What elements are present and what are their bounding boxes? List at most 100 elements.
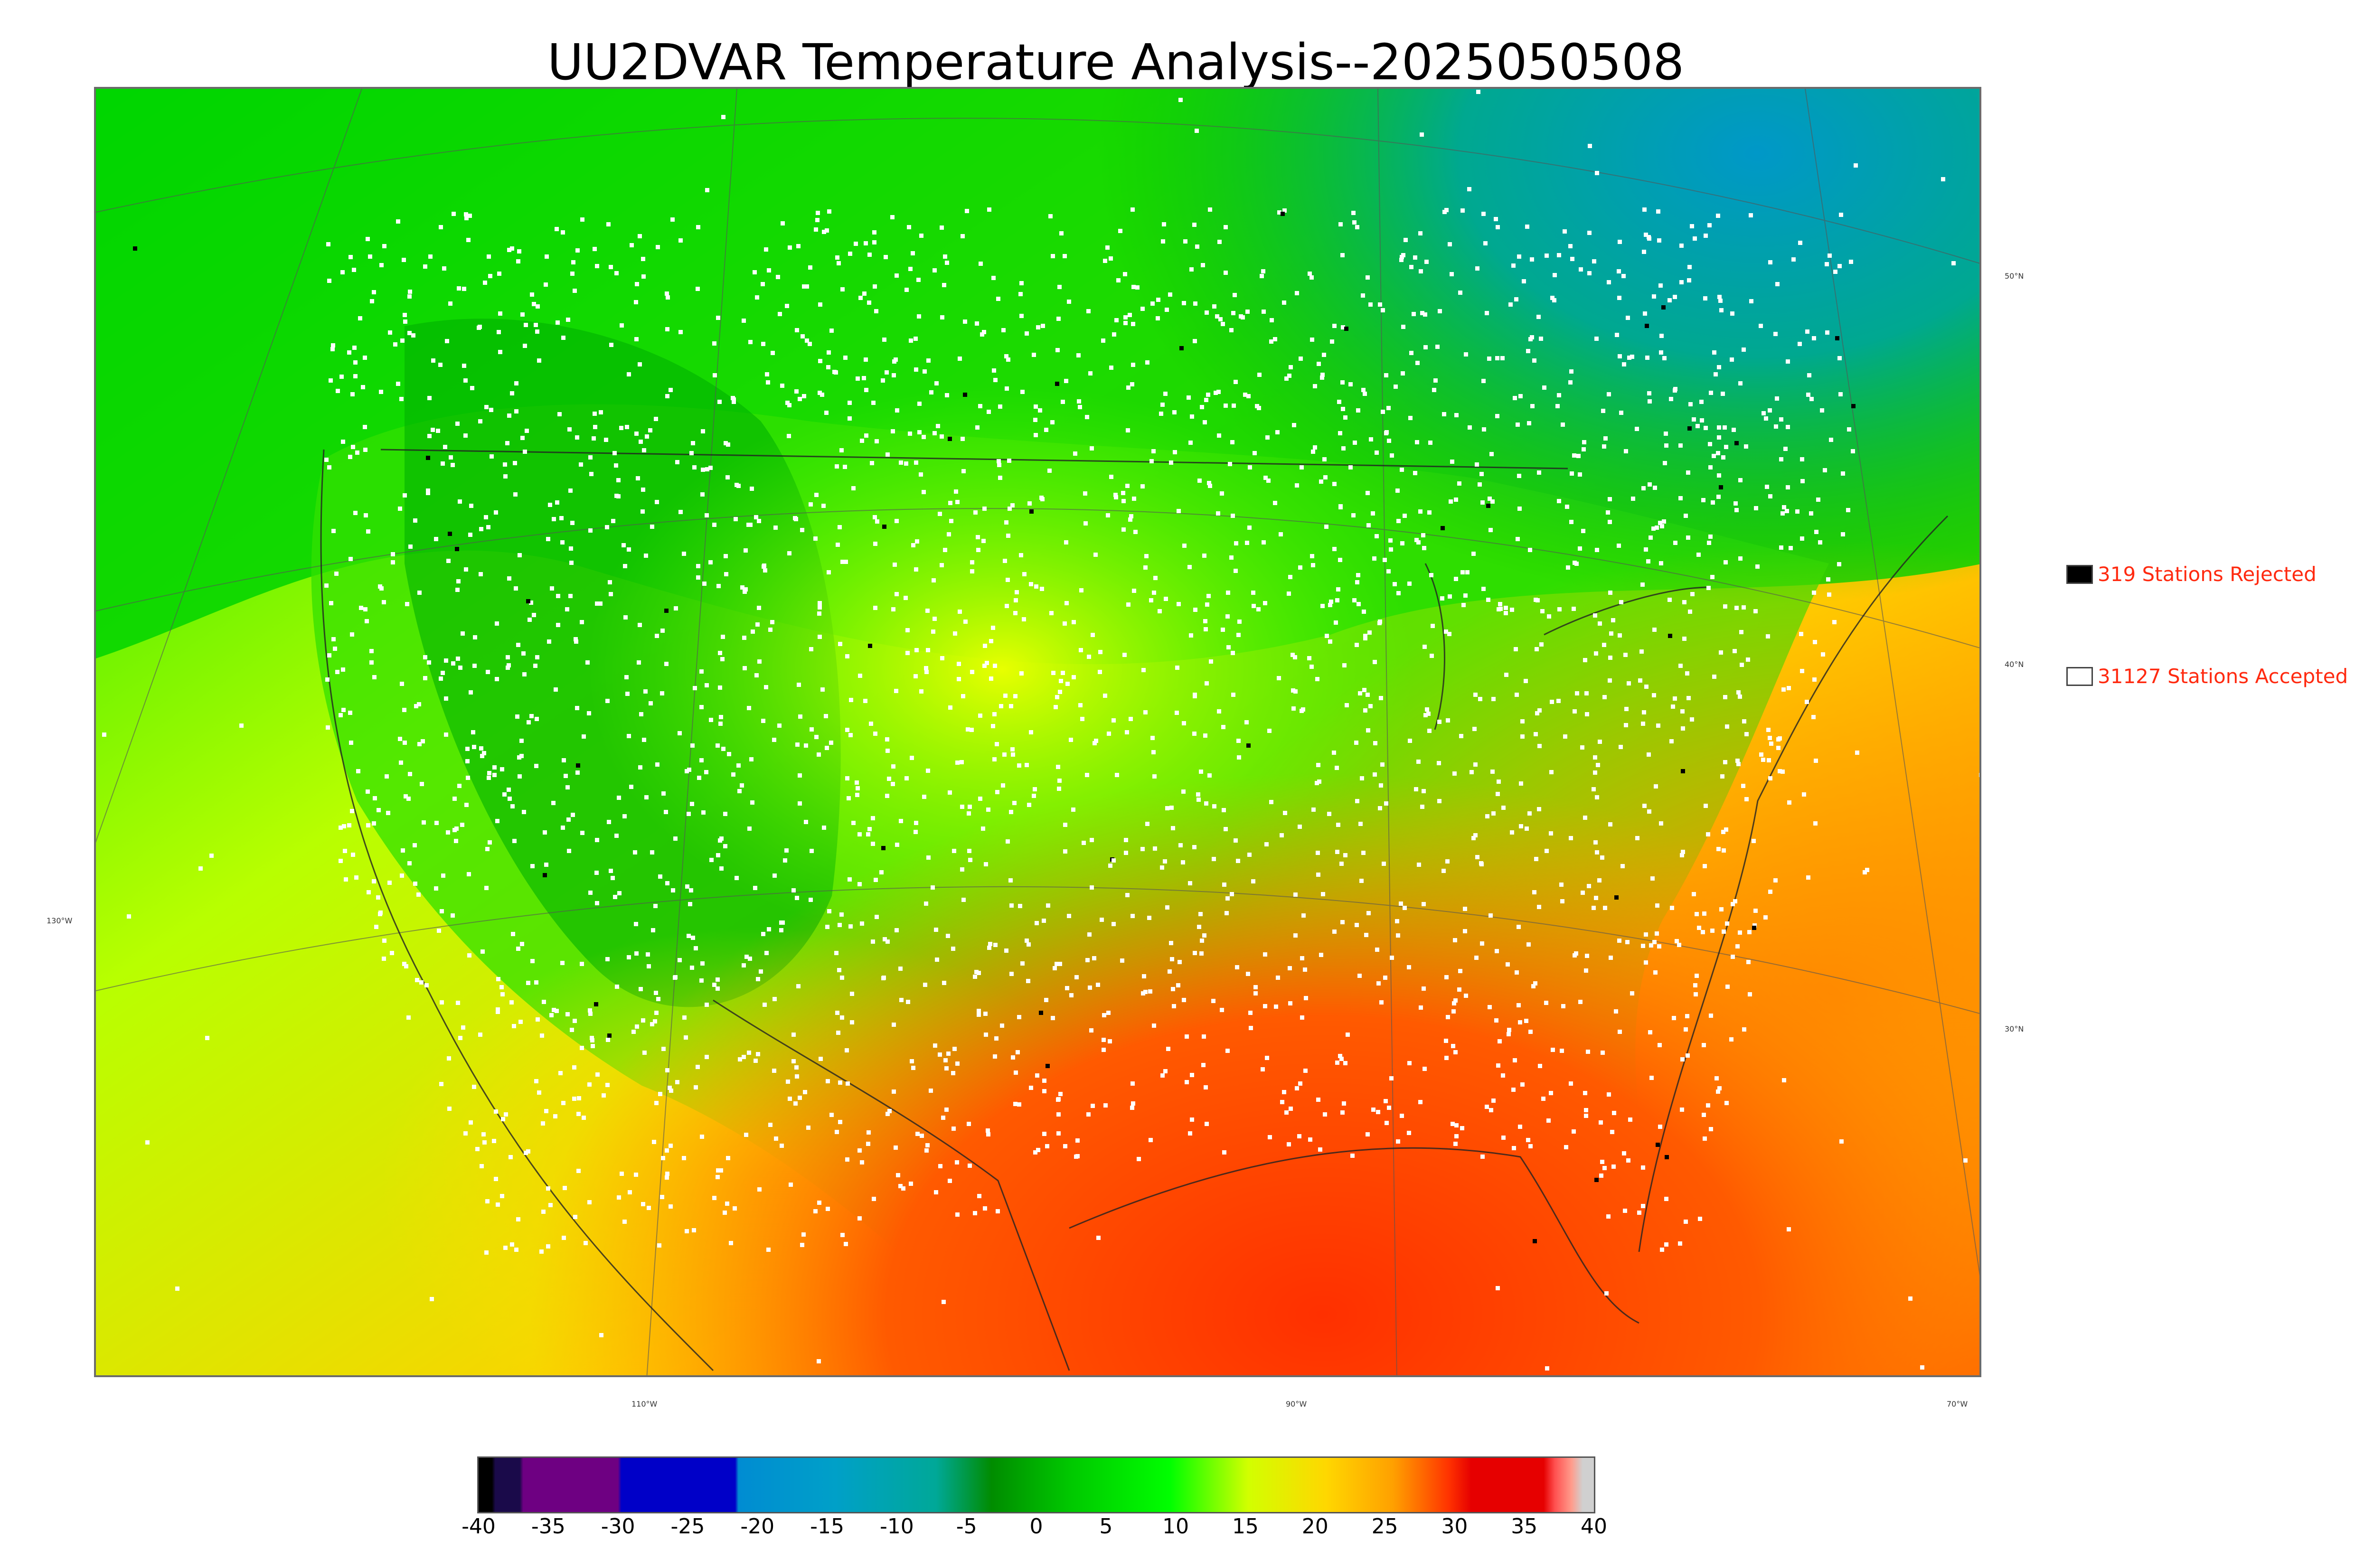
station-accepted-marker: [1121, 527, 1126, 532]
station-accepted-marker: [665, 1068, 669, 1072]
station-accepted-marker: [1580, 745, 1584, 750]
station-accepted-marker: [1269, 339, 1273, 344]
station-accepted-marker: [1812, 336, 1816, 340]
station-accepted-marker: [1348, 382, 1353, 386]
station-accepted-marker: [1515, 693, 1519, 697]
station-accepted-marker: [1358, 691, 1362, 695]
station-accepted-marker: [335, 670, 339, 674]
station-accepted-marker: [439, 225, 443, 229]
station-accepted-marker: [1773, 878, 1778, 883]
station-accepted-marker: [753, 886, 757, 890]
station-accepted-marker: [520, 436, 525, 440]
station-accepted-marker: [789, 1183, 793, 1187]
station-accepted-marker: [809, 898, 813, 902]
station-accepted-marker: [767, 268, 771, 272]
station-accepted-marker: [1300, 956, 1304, 960]
station-accepted-marker: [1087, 932, 1092, 937]
station-accepted-marker: [1693, 983, 1697, 987]
station-accepted-marker: [1725, 985, 1730, 989]
station-accepted-marker: [356, 769, 360, 773]
station-accepted-marker: [447, 1107, 452, 1111]
station-accepted-marker: [1593, 755, 1597, 760]
station-accepted-marker: [1225, 614, 1230, 619]
station-accepted-marker: [1143, 990, 1148, 994]
station-accepted-marker: [761, 932, 765, 936]
station-accepted-marker: [926, 855, 931, 860]
station-accepted-marker: [1504, 611, 1508, 615]
station-rejected-marker: [882, 525, 886, 529]
station-accepted-marker: [1378, 302, 1382, 307]
station-accepted-marker: [1646, 559, 1650, 563]
station-rejected-marker: [1055, 382, 1059, 386]
station-accepted-marker: [358, 316, 362, 320]
station-accepted-marker: [701, 810, 706, 815]
station-accepted-marker: [588, 891, 593, 895]
station-accepted-marker: [1151, 750, 1156, 754]
temperature-map[interactable]: [94, 87, 1981, 1377]
station-accepted-marker: [982, 330, 986, 334]
station-accepted-marker: [1518, 394, 1523, 398]
station-accepted-marker: [1200, 405, 1204, 409]
station-accepted-marker: [671, 888, 675, 892]
station-accepted-marker: [1570, 257, 1574, 261]
station-accepted-marker: [948, 705, 952, 710]
station-accepted-marker: [570, 521, 575, 525]
station-rejected-marker: [1661, 305, 1666, 310]
station-accepted-marker: [1408, 739, 1412, 743]
station-accepted-marker: [1399, 258, 1404, 262]
station-accepted-marker: [605, 957, 610, 961]
station-accepted-marker: [919, 234, 923, 238]
station-accepted-marker: [1755, 564, 1760, 569]
station-accepted-marker: [1717, 295, 1722, 299]
station-accepted-marker: [1530, 257, 1534, 262]
station-accepted-marker: [1109, 366, 1113, 370]
station-accepted-marker: [1096, 1236, 1101, 1240]
station-accepted-marker: [614, 271, 619, 275]
station-accepted-marker: [1056, 1131, 1061, 1136]
station-accepted-marker: [1276, 976, 1280, 980]
station-accepted-marker: [1549, 831, 1553, 836]
station-accepted-marker: [1303, 967, 1307, 972]
station-accepted-marker: [1778, 769, 1782, 773]
station-accepted-marker: [1203, 733, 1207, 738]
station-accepted-marker: [851, 486, 856, 490]
station-accepted-marker: [1501, 806, 1506, 810]
station-accepted-marker: [1625, 940, 1630, 944]
station-accepted-marker: [1723, 604, 1727, 609]
station-rejected-marker: [1594, 1178, 1599, 1182]
station-accepted-marker: [1058, 1092, 1063, 1096]
station-accepted-marker: [1444, 975, 1449, 979]
station-rejected-marker: [576, 763, 580, 768]
station-accepted-marker: [1592, 259, 1596, 263]
station-accepted-marker: [1595, 171, 1599, 175]
station-accepted-marker: [664, 662, 669, 666]
station-accepted-marker: [645, 434, 649, 439]
station-accepted-marker: [1753, 909, 1758, 913]
station-accepted-marker: [327, 653, 331, 657]
station-accepted-marker: [519, 739, 524, 743]
station-accepted-marker: [1022, 617, 1026, 621]
station-accepted-marker: [1596, 763, 1600, 767]
station-accepted-marker: [507, 576, 511, 581]
station-accepted-marker: [1837, 264, 1842, 268]
station-accepted-marker: [1719, 907, 1724, 911]
station-accepted-marker: [699, 978, 704, 983]
station-accepted-marker: [1145, 360, 1149, 365]
station-accepted-marker: [555, 500, 559, 505]
station-accepted-marker: [757, 1187, 762, 1192]
station-accepted-marker: [1159, 412, 1163, 416]
station-accepted-marker: [764, 247, 768, 252]
station-accepted-marker: [1688, 610, 1692, 614]
station-accepted-marker: [420, 782, 424, 786]
station-accepted-marker: [593, 247, 597, 251]
station-accepted-marker: [1423, 312, 1427, 317]
station-accepted-marker: [1703, 864, 1707, 868]
station-accepted-marker: [943, 1058, 948, 1062]
station-accepted-marker: [1409, 351, 1413, 355]
station-accepted-marker: [1226, 645, 1231, 649]
station-accepted-marker: [845, 1157, 849, 1162]
station-accepted-marker: [1224, 404, 1228, 408]
station-accepted-marker: [716, 853, 720, 857]
station-accepted-marker: [1662, 519, 1666, 524]
station-accepted-marker: [1741, 784, 1745, 788]
